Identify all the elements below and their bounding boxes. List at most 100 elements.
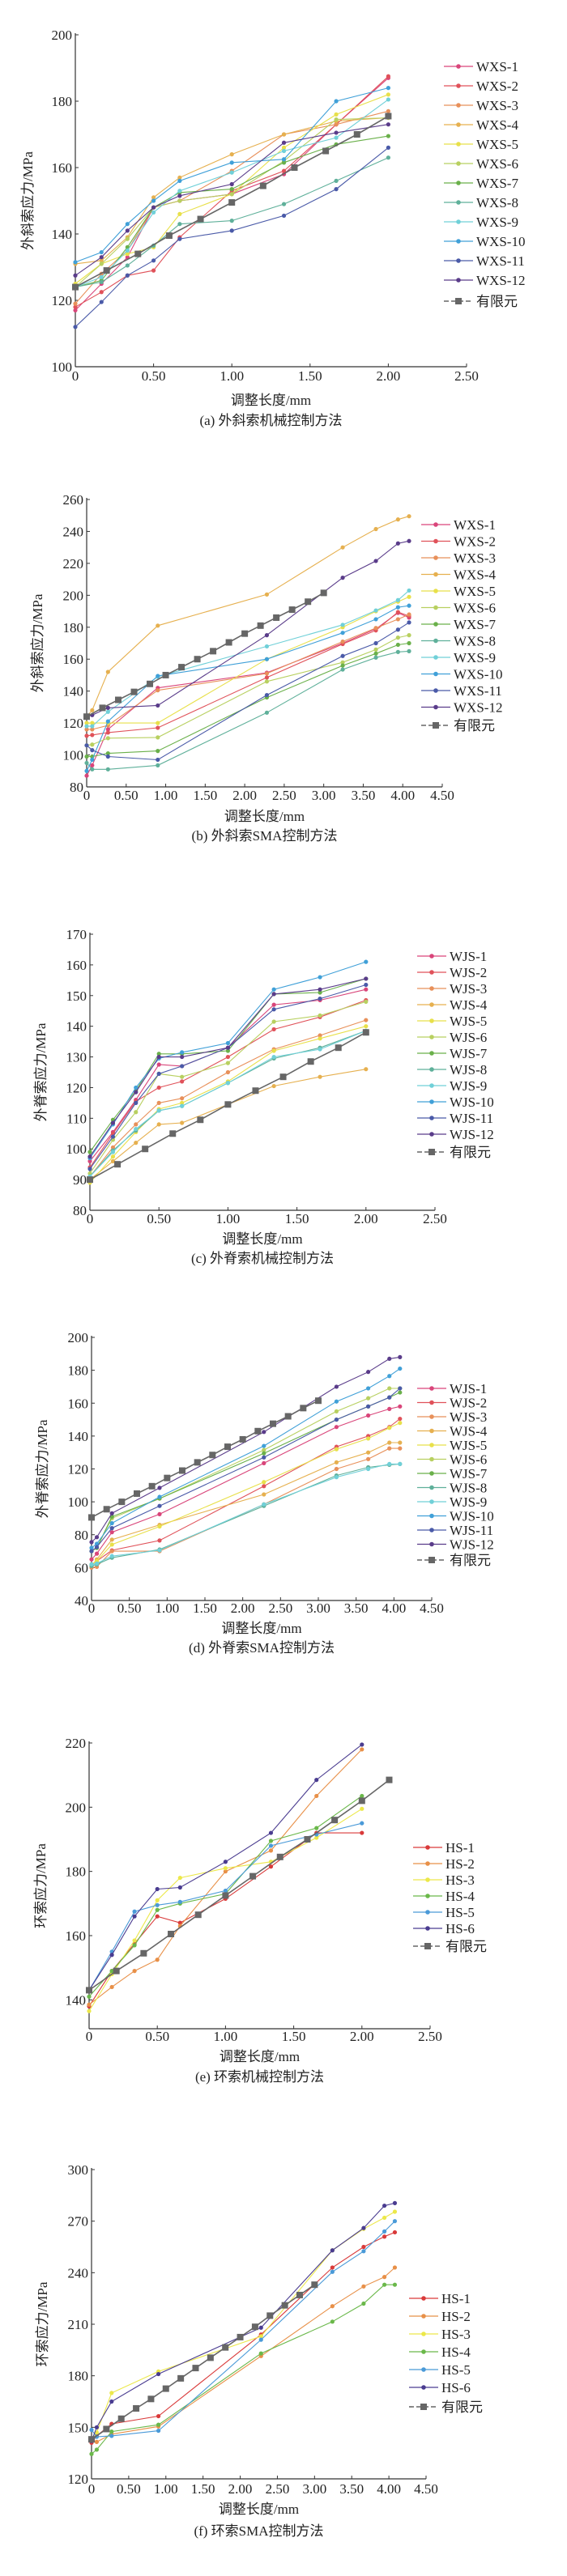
data-point: [177, 1920, 182, 1925]
data-point: [387, 1406, 392, 1411]
data-point: [318, 1033, 322, 1038]
data-point: [314, 1835, 319, 1840]
legend-marker: [433, 555, 438, 560]
data-point: [361, 2249, 366, 2254]
data-point: [73, 301, 78, 306]
x-axis-label: 调整长度/mm: [221, 1621, 301, 1636]
legend-marker: [429, 1499, 434, 1504]
legend-item: 有限元: [409, 2400, 483, 2415]
data-point: [366, 1370, 371, 1375]
data-point: [110, 1158, 116, 1163]
data-point: [264, 671, 270, 676]
data-point: [305, 598, 312, 606]
data-point: [276, 1853, 284, 1860]
legend-item: WJS-10: [417, 1509, 494, 1524]
x-tick-label: 1.50: [282, 2029, 306, 2044]
data-point: [90, 733, 95, 738]
y-tick-label: 120: [52, 293, 73, 308]
data-point: [387, 1426, 392, 1430]
legend-marker: [456, 181, 461, 185]
data-point: [334, 112, 339, 117]
data-point: [364, 987, 369, 992]
data-point: [398, 1446, 403, 1451]
y-axis-label: 外脊索应力/MPa: [33, 1022, 49, 1121]
data-point: [156, 1071, 161, 1076]
data-point: [156, 749, 160, 754]
legend-marker: [433, 538, 438, 544]
data-point: [109, 1537, 114, 1542]
data-point: [90, 727, 95, 732]
legend-label: WJS-8: [450, 1481, 487, 1496]
data-point: [268, 1838, 274, 1843]
data-point: [334, 99, 339, 104]
data-point: [382, 2275, 387, 2280]
data-point: [360, 1821, 364, 1826]
data-point: [407, 603, 411, 608]
y-tick-label: 60: [75, 1560, 88, 1575]
data-point: [99, 279, 104, 285]
data-point: [241, 630, 249, 637]
data-point: [318, 1036, 322, 1041]
data-point: [94, 2439, 100, 2444]
y-tick-label: 220: [63, 556, 84, 572]
data-point: [398, 1440, 403, 1445]
y-tick-label: 260: [63, 492, 84, 508]
data-point: [258, 2337, 263, 2342]
data-point: [392, 2200, 398, 2205]
data-point: [105, 754, 110, 759]
data-point: [334, 1475, 339, 1480]
data-point: [156, 735, 160, 740]
data-point: [134, 1126, 139, 1132]
data-point: [156, 757, 160, 763]
data-point: [207, 2354, 214, 2361]
y-tick-label: 170: [66, 927, 87, 942]
x-axis-label: 调整长度/mm: [224, 809, 305, 824]
data-point: [177, 211, 182, 216]
data-point: [225, 1054, 230, 1060]
data-point: [109, 1511, 114, 1515]
series-wxs-2: [73, 74, 390, 309]
data-point: [366, 1413, 371, 1418]
x-tick-label: 3.00: [306, 1600, 330, 1616]
data-point: [382, 2203, 387, 2208]
data-point: [281, 145, 287, 150]
data-point: [90, 724, 95, 729]
data-point: [94, 1541, 100, 1546]
data-point: [225, 1040, 230, 1046]
y-tick-label: 100: [52, 359, 73, 375]
x-tick-label: 2.00: [228, 2481, 253, 2497]
legend-item: WXS-3: [421, 550, 496, 566]
data-point: [110, 1134, 116, 1139]
data-point: [387, 1356, 392, 1362]
legend-item: WJS-11: [417, 1111, 493, 1126]
y-tick-label: 200: [66, 1800, 87, 1815]
legend-item: 有限元: [421, 718, 495, 733]
legend-item: WXS-8: [421, 634, 496, 649]
y-tick-label: 90: [73, 1172, 87, 1188]
data-point: [264, 679, 270, 684]
x-tick-label: 4.50: [430, 788, 454, 803]
legend-item: HS-4: [409, 2344, 471, 2360]
data-point: [132, 1938, 137, 1943]
legend-marker: [433, 605, 438, 610]
data-point: [99, 274, 104, 279]
data-point: [87, 1154, 92, 1159]
data-point: [334, 1409, 339, 1414]
data-point: [398, 1354, 403, 1359]
data-point: [103, 267, 110, 274]
data-point: [262, 1443, 266, 1448]
data-point: [157, 1538, 162, 1543]
legend-marker: [429, 1485, 434, 1490]
data-point: [262, 1502, 266, 1507]
data-point: [334, 1466, 339, 1472]
legend-item: WXS-4: [421, 567, 496, 583]
legend-item: WJS-6: [417, 1030, 487, 1045]
data-point: [177, 1899, 182, 1904]
data-point: [73, 260, 78, 265]
y-tick-label: 180: [52, 94, 73, 109]
data-point: [392, 2219, 398, 2224]
x-tick-label: 0.50: [117, 2481, 141, 2497]
legend-item: WJS-4: [417, 997, 488, 1013]
series-hs-4: [89, 2282, 398, 2456]
